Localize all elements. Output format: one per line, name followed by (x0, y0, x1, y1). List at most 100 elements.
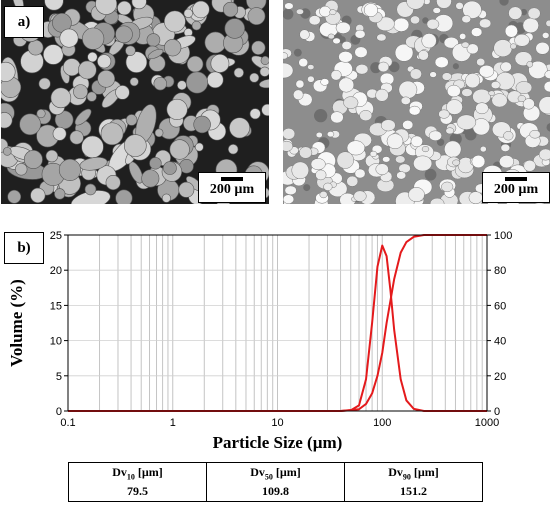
powder-particle (97, 54, 112, 69)
powder-particle (166, 98, 188, 120)
powder-particle (115, 189, 133, 204)
powder-particle (186, 71, 209, 94)
powder-particle (59, 28, 79, 48)
cross-section-particle (538, 148, 550, 161)
stats-header: Dv90 [µm] (345, 465, 482, 484)
powder-particle (123, 134, 147, 157)
x-axis-label: Particle Size (µm) (213, 433, 343, 452)
cross-section-particle (504, 24, 518, 38)
cross-section-particle (354, 29, 366, 39)
cross-section-particle (446, 84, 461, 98)
cross-section-particle (338, 51, 353, 63)
cross-section-particle (426, 18, 440, 30)
y-tick-label: 25 (50, 230, 62, 242)
stats-cell: Dv90 [µm] 151.2 (344, 462, 483, 502)
cross-section-particle (438, 109, 450, 119)
stats-symbol: Dv (250, 464, 265, 479)
powder-particle (30, 187, 46, 203)
cross-section-particle (479, 18, 492, 29)
powder-particle (141, 169, 160, 188)
powder-particle (177, 80, 187, 91)
cross-section-particle (466, 43, 479, 55)
cross-section-particle (346, 140, 366, 156)
cross-section-particle (508, 6, 523, 20)
cross-section-particle (393, 17, 410, 32)
y2-tick-label: 60 (494, 300, 506, 312)
cross-section-particle (291, 161, 309, 180)
cross-section-particle (535, 41, 550, 55)
cross-section-particle (338, 77, 355, 93)
powder-particle (247, 7, 266, 26)
powder-particle (153, 76, 167, 91)
cross-section-particle (499, 155, 515, 169)
pore-region (436, 138, 445, 146)
powder-particle (15, 163, 28, 176)
powder-particle (50, 87, 72, 109)
cross-section-particle (523, 159, 536, 172)
pore-region (424, 168, 437, 181)
cross-section-particle (293, 89, 304, 100)
scale-bar-left: 200 µm (198, 172, 266, 203)
cross-section-particle (461, 15, 471, 24)
powder-particle (261, 103, 269, 117)
x-tick-label: 100 (373, 417, 391, 429)
cross-section-particle (283, 194, 295, 204)
grid-lines (68, 235, 487, 411)
powder-particle (169, 139, 190, 160)
powder-particle (44, 0, 64, 11)
x-tick-label: 0.1 (60, 417, 75, 429)
cross-section-particle (295, 79, 305, 89)
cross-section-particle (353, 190, 367, 202)
powder-particle (129, 77, 139, 87)
cross-section-particle (341, 41, 352, 50)
scale-bar-label: 200 µm (209, 182, 255, 197)
cross-section-particle (471, 154, 486, 169)
stats-value: 109.8 (262, 484, 289, 499)
stats-symbol: Dv (112, 464, 127, 479)
cross-section-particle (522, 98, 535, 110)
cross-section-particle (538, 96, 550, 115)
cross-section-particle (526, 61, 534, 68)
cross-section-particle (307, 75, 315, 83)
powder-particle (191, 20, 202, 31)
cross-section-particle (409, 68, 422, 80)
powder-particle (210, 54, 230, 73)
cross-section-particle (459, 33, 467, 40)
cross-section-particle (461, 41, 470, 48)
cross-section-particle (354, 46, 368, 58)
powder-particle (192, 0, 210, 19)
powder-particle (125, 51, 148, 73)
x-tick-label: 1 (170, 417, 176, 429)
cross-section-particle (543, 81, 550, 93)
powder-particle (259, 78, 269, 89)
cross-section-particle (396, 171, 407, 180)
cross-section-particle (503, 131, 514, 141)
pore-region (314, 109, 328, 123)
cross-section-particle (375, 163, 389, 176)
cross-section-particle (441, 72, 452, 81)
y2-tick-label: 20 (494, 371, 506, 383)
cross-section-particle (382, 156, 391, 163)
cross-section-particle (455, 2, 464, 10)
cross-section-particle (528, 60, 548, 79)
cross-section-particle (445, 127, 455, 135)
cross-section-particle (408, 187, 425, 203)
cross-section-particle (330, 111, 344, 124)
cross-section-particle (493, 39, 513, 57)
powder-particle (87, 51, 98, 63)
x-tick-label: 10 (271, 417, 283, 429)
powder-particle (149, 157, 162, 170)
powder-particle (82, 27, 105, 50)
pore-region (452, 63, 459, 70)
cross-section-particle (500, 61, 512, 73)
powder-particle (58, 158, 82, 181)
cross-section-particle (517, 95, 526, 103)
powder-particle (164, 39, 182, 57)
cross-section-particle (386, 133, 404, 150)
powder-particle (204, 31, 227, 54)
cross-section-particle (298, 57, 309, 68)
cross-section-particle (308, 15, 321, 26)
y2-tick-label: 40 (494, 336, 506, 348)
cross-section-particle (354, 168, 366, 179)
powder-particle (146, 33, 161, 47)
